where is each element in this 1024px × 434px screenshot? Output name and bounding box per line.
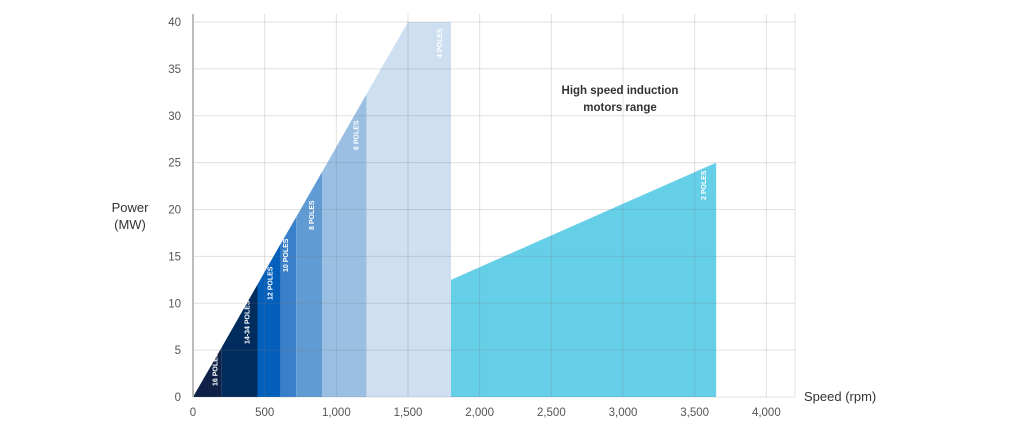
tick-labels: 0 5 10 15 20 25 30 35 40 0 500 1,000 1,500 2,000 2,500… [168,17,781,419]
band-2-poles [451,162,717,397]
y-tick-label: 5 [175,345,181,357]
x-tick-label: 1,000 [322,407,351,419]
x-tick-label: 2,500 [537,407,566,419]
y-tick-label: 30 [168,111,181,123]
y-tick-label: 0 [175,392,181,404]
band-label: 14-34 POLES [245,300,252,344]
band-4-poles [366,22,451,397]
x-tick-label: 0 [190,407,196,419]
y-tick-label: 10 [168,298,181,310]
annotation-line1: High speed induction [562,85,679,97]
y-axis-label-line1: Power [112,200,150,215]
band-8-poles [296,172,322,397]
band-labels: 16 POLES 14-34 POLES 12 POLES 10 POLES 8 POL… [212,28,708,386]
band-16-poles [193,347,222,397]
band-6-poles [322,94,367,397]
y-tick-label: 40 [168,17,181,29]
band-label: 8 POLES [309,200,316,230]
y-tick-label: 20 [168,205,181,217]
x-axis-label: Speed (rpm) [804,389,876,404]
band-label: 12 POLES [267,266,274,300]
x-tick-label: 2,000 [465,407,494,419]
y-tick-label: 35 [168,64,181,76]
band-label: 16 POLES [212,352,219,386]
area-bands [193,22,717,397]
band-label: 2 POLES [701,170,708,200]
y-axis-label-line2: (MW) [114,217,146,232]
annotation-line2: motors range [583,102,657,114]
x-tick-label: 3,500 [680,407,709,419]
band-label: 10 POLES [283,238,290,272]
band-label: 4 POLES [437,28,444,58]
y-tick-label: 25 [168,158,181,170]
x-tick-label: 4,000 [752,407,781,419]
x-tick-label: 3,000 [609,407,638,419]
x-tick-label: 1,500 [394,407,423,419]
band-12-poles [257,244,281,397]
y-tick-label: 15 [168,251,181,263]
band-14-34-poles [221,284,258,397]
band-10-poles [280,217,297,397]
band-label: 6 POLES [353,120,360,150]
grid [192,14,796,398]
x-tick-label: 500 [255,407,274,419]
